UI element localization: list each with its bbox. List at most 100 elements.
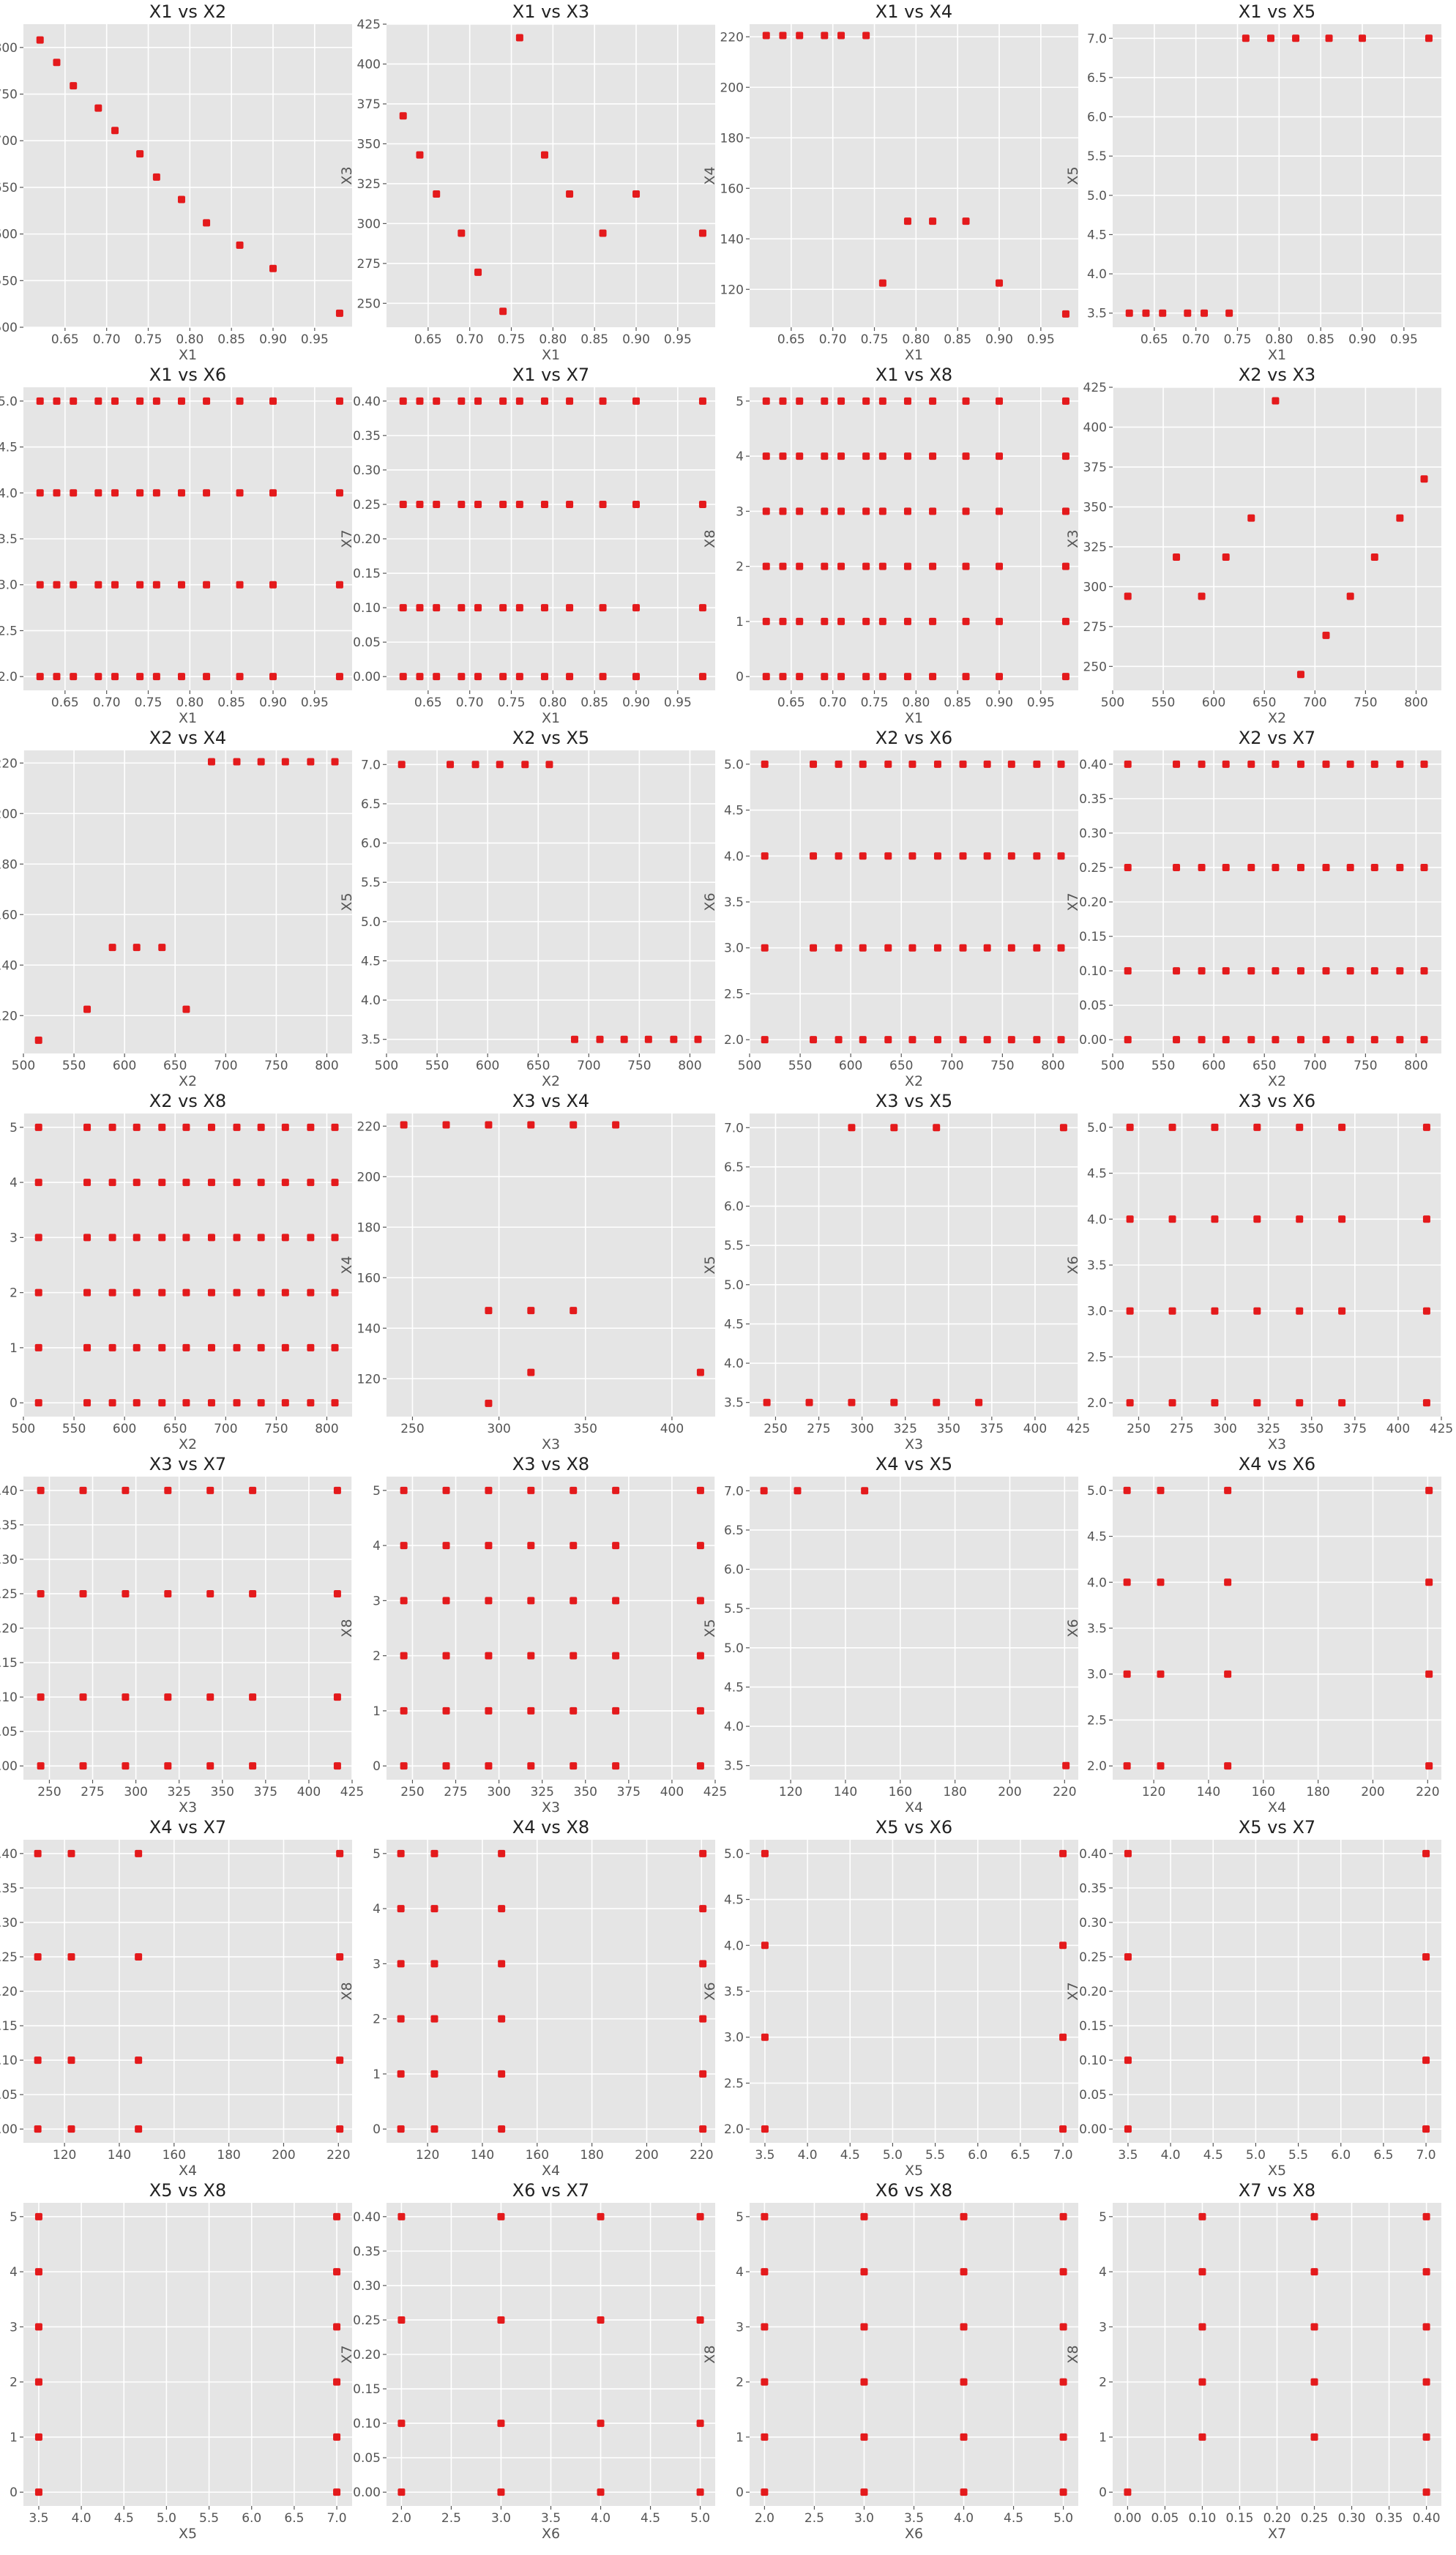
data-point [34, 2488, 42, 2496]
data-point [933, 852, 941, 860]
data-point [430, 1960, 438, 1968]
data-point [307, 1288, 315, 1297]
y-tick-label: 4.0 [361, 993, 381, 1008]
data-point [1310, 2268, 1318, 2276]
data-point [1322, 631, 1330, 639]
y-tick-label: 250 [1083, 660, 1107, 674]
data-point [1059, 2212, 1067, 2220]
x-tick-label: 4.0 [1161, 2148, 1181, 2163]
scatter-panel: 0.65 0.70 0.75 0.80 0.85 0.90 0.95 0.00 0.05 0.10… [339, 365, 715, 726]
data-point [281, 1179, 289, 1187]
x-tick-label: 600 [476, 1059, 499, 1073]
data-point [821, 673, 829, 681]
data-point [1157, 1486, 1165, 1494]
chart-title: X3 vs X4 [512, 1091, 589, 1111]
data-point [1123, 1762, 1131, 1770]
scatter-panel: 500 550 600 650 700 750 800 0.00 0.05 0.10 0.15 0.2… [1065, 728, 1441, 1089]
data-point [111, 673, 119, 681]
data-point [527, 1762, 535, 1770]
scatter-panel: 3.5 4.0 4.5 5.0 5.5 6.0 6.5 7.0 0 1 2 3 4 5 X5 vs X8 X5… [10, 2180, 352, 2542]
y-tick-label: 140 [0, 958, 18, 973]
x-tick-label: 0.00 [1113, 2511, 1141, 2526]
data-point [699, 1960, 707, 1968]
x-tick-label: 0.80 [176, 695, 204, 710]
y-tick-label: 800 [0, 41, 18, 56]
y-tick-label: 0.40 [1079, 1847, 1107, 1862]
data-point [996, 673, 1004, 681]
x-tick-label: 325 [167, 1785, 190, 1799]
y-axis-label: X8 [339, 1982, 355, 2000]
data-point [1272, 967, 1280, 975]
data-point [152, 673, 160, 681]
data-point [1296, 1307, 1304, 1315]
y-tick-label: 4.5 [0, 441, 18, 455]
x-tick-label: 700 [1303, 1059, 1326, 1073]
data-point [1346, 1036, 1354, 1044]
y-axis-label: X4 [339, 1256, 355, 1274]
data-point [632, 397, 641, 405]
y-tick-label: 275 [357, 257, 381, 272]
y-tick-label: 200 [720, 81, 744, 95]
data-point [933, 1036, 941, 1044]
data-point [53, 397, 61, 405]
data-point [177, 489, 185, 497]
y-tick-label: 0.10 [0, 1690, 18, 1705]
data-point [331, 758, 339, 766]
x-tick-label: 4.5 [840, 2148, 860, 2163]
y-tick-label: 0.00 [1079, 2122, 1107, 2137]
y-tick-label: 1 [736, 615, 744, 630]
x-tick-label: 0.05 [1151, 2511, 1179, 2526]
data-point [1222, 967, 1230, 975]
data-point [397, 2125, 405, 2133]
data-point [860, 2378, 868, 2386]
x-tick-label: 0.75 [861, 332, 889, 347]
x-tick-label: 0.10 [1189, 2511, 1217, 2526]
data-point [34, 1288, 42, 1297]
data-point [566, 604, 574, 612]
x-tick-label: 0.75 [498, 695, 526, 710]
data-point [1224, 1578, 1232, 1586]
data-point [762, 31, 770, 40]
y-tick-label: 4 [373, 1539, 381, 1553]
chart-title: X1 vs X7 [512, 365, 589, 385]
y-tick-label: 3.5 [724, 1985, 744, 1999]
chart-title: X4 vs X8 [512, 1817, 589, 1838]
data-point [779, 507, 787, 515]
y-tick-label: 700 [0, 134, 18, 149]
data-point [699, 2015, 707, 2023]
data-point [281, 1399, 289, 1407]
scatter-panel: 3.5 4.0 4.5 5.0 5.5 6.0 6.5 7.0 0.00 0.05 0.10 0.15… [1065, 1817, 1441, 2179]
data-point [442, 1652, 450, 1660]
data-point [761, 2125, 769, 2133]
x-tick-label: 120 [416, 2148, 439, 2163]
data-point [1123, 1670, 1131, 1678]
x-tick-label: 300 [1213, 1422, 1236, 1436]
y-tick-label: 0.20 [1079, 895, 1107, 910]
x-tick-label: 800 [1404, 1059, 1427, 1073]
data-point [83, 1005, 92, 1013]
data-point [540, 500, 548, 508]
data-point [1184, 309, 1192, 317]
y-tick-label: 1 [10, 2431, 18, 2445]
x-tick-label: 0.65 [51, 695, 79, 710]
y-tick-label: 0.10 [1079, 2054, 1107, 2068]
y-axis-label: X5 [702, 1619, 718, 1637]
x-axis-label: X1 [1268, 347, 1286, 363]
y-tick-label: 2.0 [0, 670, 18, 685]
x-tick-label: 200 [272, 2148, 295, 2163]
data-point [779, 452, 787, 460]
y-tick-label: 4.5 [724, 1317, 744, 1332]
data-point [1124, 1036, 1132, 1044]
x-tick-label: 0.35 [1375, 2511, 1403, 2526]
data-point [34, 2268, 42, 2276]
data-point [908, 760, 916, 768]
chart-title: X3 vs X8 [512, 1454, 589, 1474]
data-point [1420, 863, 1428, 871]
y-tick-label: 0.15 [353, 2382, 381, 2397]
data-point [458, 673, 466, 681]
x-tick-label: 220 [326, 2148, 350, 2163]
data-point [269, 673, 277, 681]
y-tick-label: 4.0 [724, 1357, 744, 1371]
x-tick-label: 0.80 [176, 332, 204, 347]
